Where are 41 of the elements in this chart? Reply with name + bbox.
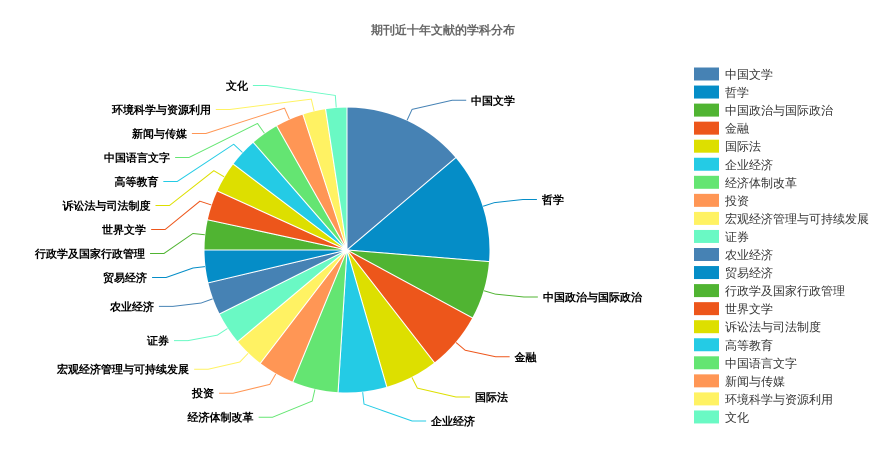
slice-label: 环境科学与资源利用 [110,103,211,116]
legend-label: 国际法 [725,140,761,154]
slice-label: 中国文学 [471,94,516,108]
legend-label: 贸易经济 [725,266,773,280]
chart-title: 期刊近十年文献的学科分布 [370,23,515,37]
legend-label: 文化 [725,410,749,424]
legend-label: 投资 [724,194,749,208]
legend-label: 中国政治与国际政治 [725,104,833,118]
slice-label: 企业经济 [430,415,476,428]
slice-label: 行政学及国家行政管理 [34,247,146,260]
legend-label: 中国语言文字 [725,356,797,370]
legend-label: 世界文学 [725,302,773,316]
slice-label: 经济体制改革 [186,411,254,424]
legend-label: 农业经济 [725,248,773,262]
legend-label: 高等教育 [725,338,773,352]
legend-label: 行政学及国家行政管理 [725,284,845,298]
legend-label: 新闻与传媒 [725,374,785,388]
legend-label: 中国文学 [725,68,773,82]
legend-label: 诉讼法与司法制度 [725,320,821,334]
legend-label: 证券 [725,230,749,244]
legend-label: 企业经济 [725,158,773,172]
legend-label: 哲学 [725,86,749,100]
slice-label: 哲学 [540,194,564,207]
slice-label: 高等教育 [114,175,158,188]
slice-label: 宏观经济管理与可持续发展 [56,363,190,376]
slice-label: 文化 [224,79,249,92]
slice-label: 中国政治与国际政治 [542,291,643,304]
slice-label: 证券 [146,334,170,348]
slice-label: 中国语言文字 [104,151,170,164]
slice-label: 金融 [514,350,538,364]
slice-label: 农业经济 [108,300,154,314]
legend-label: 宏观经济管理与可持续发展 [725,212,869,226]
legend-label: 经济体制改革 [725,176,797,190]
slice-label: 国际法 [474,391,508,404]
slice-label: 诉讼法与司法制度 [62,199,150,212]
slice-label: 投资 [191,387,214,400]
slice-label: 世界文学 [101,223,146,236]
slice-label: 新闻与传媒 [130,127,188,140]
legend-label: 金融 [725,122,749,136]
slice-label: 贸易经济 [103,271,148,284]
legend-label: 环境科学与资源利用 [725,392,833,406]
